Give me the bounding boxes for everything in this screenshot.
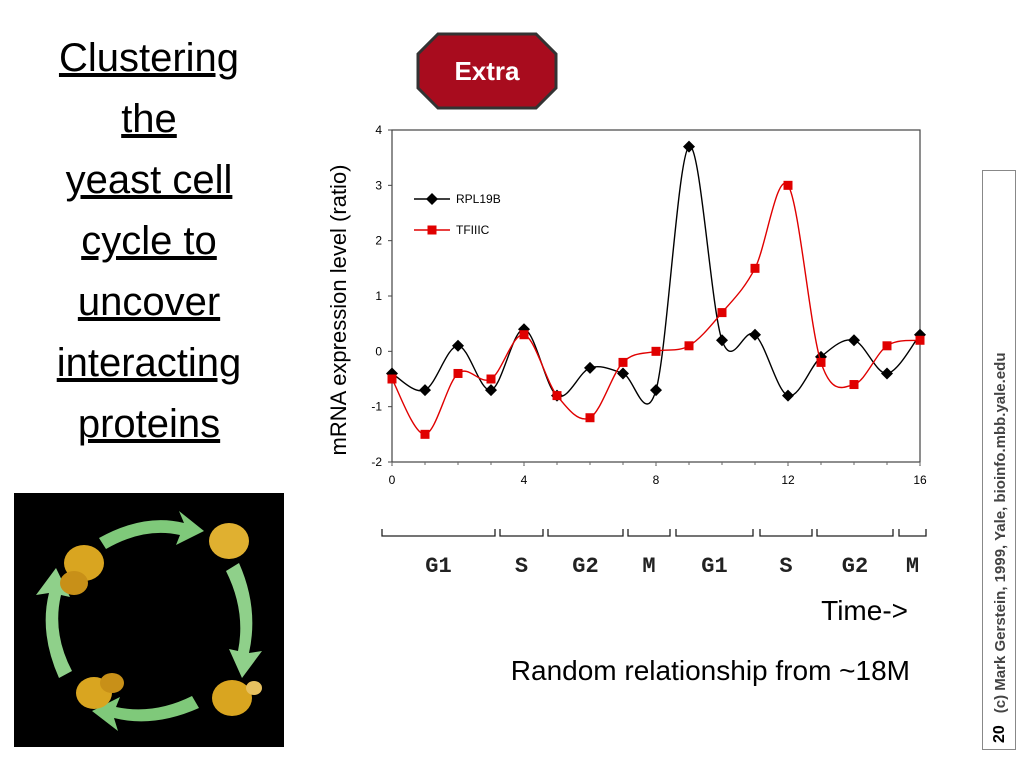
data-point-RPL19B	[617, 367, 629, 380]
data-point-TFIIIC	[684, 341, 694, 351]
page-number: 20	[991, 725, 1008, 743]
phase-bracket	[547, 529, 624, 537]
arrow-icon	[36, 568, 72, 678]
data-point-TFIIIC	[420, 429, 430, 439]
data-point-TFIIIC	[519, 330, 529, 340]
phase-bracket	[675, 529, 754, 537]
data-point-TFIIIC	[651, 346, 661, 356]
y-tick-label: 3	[375, 178, 382, 192]
data-point-TFIIIC	[552, 391, 562, 401]
data-point-TFIIIC	[618, 357, 628, 367]
series-line-RPL19B	[391, 145, 921, 405]
extra-badge: Extra	[454, 55, 520, 86]
y-tick-label: -2	[371, 455, 382, 469]
data-point-RPL19B	[485, 384, 497, 397]
title-line: yeast cell	[65, 158, 233, 202]
data-point-TFIIIC	[453, 368, 463, 378]
plot-frame	[391, 129, 921, 463]
data-point-TFIIIC	[849, 380, 859, 390]
phase-label: S	[515, 554, 528, 579]
phase-bracket	[381, 529, 496, 537]
credit-sidebar: 20 (c) Mark Gerstein, 1999, Yale, bioinf…	[982, 170, 1016, 750]
data-point-RPL19B	[650, 384, 662, 397]
x-tick-label: 16	[913, 473, 927, 487]
title-line: interacting	[56, 341, 242, 385]
legend-label: RPL19B	[456, 192, 501, 206]
phase-label: G1	[425, 554, 451, 579]
data-point-TFIIIC	[387, 374, 397, 384]
title-line: Clustering	[58, 36, 240, 80]
data-point-TFIIIC	[717, 308, 727, 318]
extra-badge-shape	[416, 32, 558, 110]
phase-label: M	[906, 554, 919, 579]
random-relationship-note: Random relationship from ~18M	[510, 655, 910, 686]
data-point-RPL19B	[584, 361, 596, 374]
legend-marker	[426, 193, 438, 205]
phase-bracket	[816, 529, 894, 537]
data-point-TFIIIC	[882, 341, 892, 351]
cell-cycle-image	[14, 493, 284, 747]
y-tick-label: 1	[375, 289, 382, 303]
phase-label: M	[642, 554, 655, 579]
arrow-icon	[99, 511, 204, 549]
phase-label: G2	[842, 554, 868, 579]
data-point-RPL19B	[452, 339, 464, 352]
data-point-RPL19B	[782, 389, 794, 402]
y-axis-label: mRNA expression level (ratio)	[326, 165, 351, 456]
data-point-RPL19B	[518, 323, 530, 336]
arrow-icon	[92, 696, 199, 731]
data-point-RPL19B	[881, 367, 893, 380]
phase-bracket	[898, 529, 927, 537]
x-tick-label: 12	[781, 473, 795, 487]
x-tick-label: 0	[389, 473, 396, 487]
cell-cycle-phase-axis: G1 S G2 M G1 S G2 M	[381, 529, 927, 579]
y-tick-label: 2	[375, 234, 382, 248]
data-point-TFIIIC	[783, 180, 793, 190]
legend-marker	[427, 225, 437, 235]
title-line: uncover	[77, 280, 221, 324]
phase-label: S	[779, 554, 792, 579]
phase-bracket	[759, 529, 813, 537]
data-point-TFIIIC	[750, 263, 760, 273]
x-tick-label: 4	[521, 473, 528, 487]
y-tick-label: 0	[375, 344, 382, 358]
data-point-TFIIIC	[486, 374, 496, 384]
phase-label: G2	[572, 554, 598, 579]
data-point-TFIIIC	[915, 335, 925, 345]
title-line: the	[121, 97, 177, 141]
legend-label: TFIIIC	[456, 223, 490, 237]
data-point-TFIIIC	[816, 357, 826, 367]
phase-bracket	[627, 529, 671, 537]
data-point-TFIIIC	[585, 413, 595, 423]
y-tick-label: -1	[371, 400, 382, 414]
copyright-credit: (c) Mark Gerstein, 1999, Yale, bioinfo.m…	[991, 352, 1009, 714]
series-line-TFIIIC	[391, 182, 921, 436]
data-point-RPL19B	[683, 140, 695, 153]
expression-chart: mRNA expression level (ratio) 4 3 2 1 0 -1 -2 0…	[326, 123, 927, 487]
data-point-RPL19B	[848, 334, 860, 347]
x-tick-label: 8	[653, 473, 660, 487]
title-line: cycle to	[81, 219, 217, 263]
data-point-RPL19B	[749, 328, 761, 341]
arrow-icon	[226, 563, 262, 678]
slide-title: Clustering the yeast cell cycle to uncov…	[18, 28, 280, 455]
title-line: proteins	[77, 402, 221, 446]
time-axis-label: Time->	[821, 595, 908, 626]
phase-bracket	[499, 529, 544, 537]
data-point-RPL19B	[716, 334, 728, 347]
data-point-RPL19B	[419, 384, 431, 397]
y-tick-label: 4	[375, 123, 382, 137]
phase-label: G1	[701, 554, 727, 579]
